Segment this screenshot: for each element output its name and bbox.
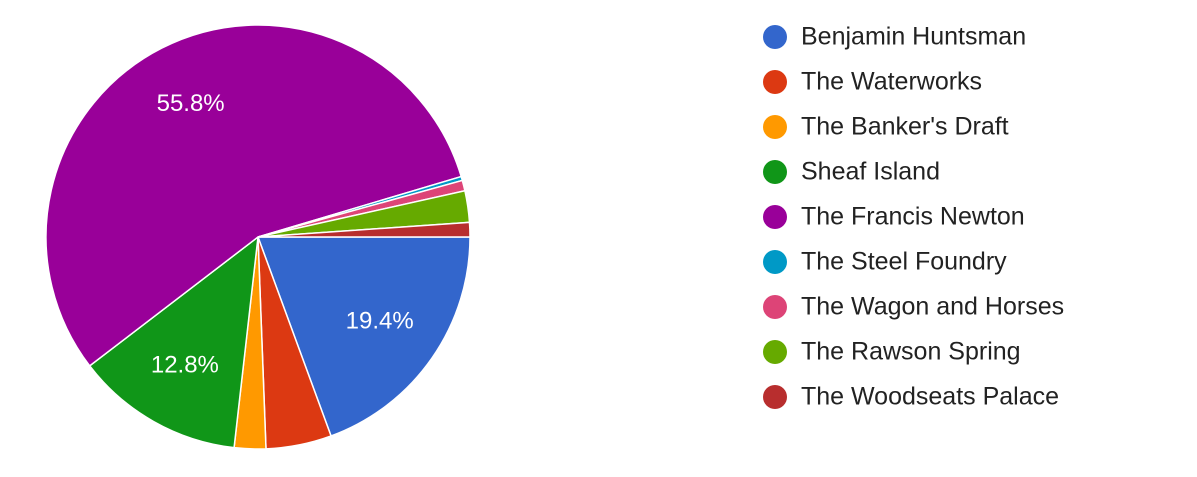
slice-label: 55.8% xyxy=(157,90,225,117)
slice-label: 19.4% xyxy=(346,307,414,334)
pie-slice xyxy=(45,24,463,367)
legend-label: The Rawson Spring xyxy=(801,338,1021,366)
legend-label: Benjamin Huntsman xyxy=(801,23,1026,51)
legend-label: The Banker's Draft xyxy=(801,113,1009,141)
legend-swatch xyxy=(763,385,787,409)
legend-label: The Wagon and Horses xyxy=(801,293,1064,321)
pie-slice xyxy=(256,236,471,437)
legend-label: The Steel Foundry xyxy=(801,248,1007,276)
legend-swatch xyxy=(763,25,787,49)
legend-swatch xyxy=(763,250,787,274)
pie-slice xyxy=(88,235,259,449)
legend-swatch xyxy=(763,160,787,184)
slice-label: 12.8% xyxy=(151,351,219,378)
legend-label: Sheaf Island xyxy=(801,158,940,186)
legend-swatch xyxy=(763,70,787,94)
pie-slice xyxy=(257,221,471,238)
legend-swatch xyxy=(763,295,787,319)
legend-label: The Francis Newton xyxy=(801,203,1025,231)
legend-swatch xyxy=(763,115,787,139)
legend-swatch xyxy=(763,340,787,364)
legend-label: The Waterworks xyxy=(801,68,982,96)
legend-label: The Woodseats Palace xyxy=(801,383,1059,411)
legend-swatch xyxy=(763,205,787,229)
